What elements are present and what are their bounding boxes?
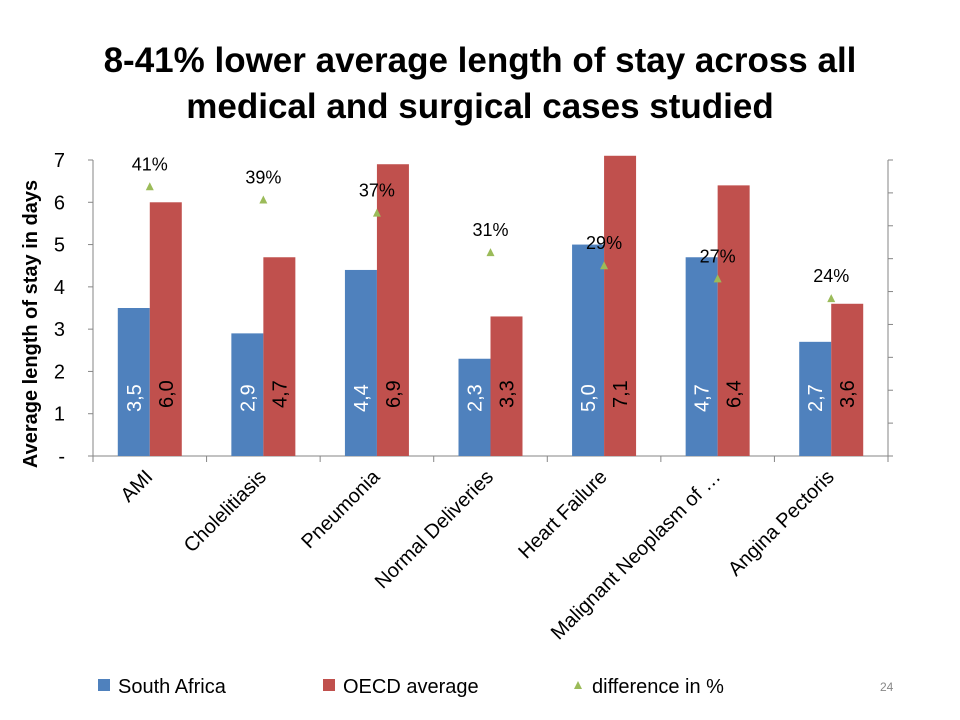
- difference-label: 24%: [813, 266, 849, 286]
- bar-value-label: 6,9: [383, 380, 405, 408]
- x-tick-label: Angina Pectoris: [724, 466, 839, 581]
- bar-oecd-average: [717, 185, 750, 456]
- bar-south-africa: [799, 341, 832, 456]
- bar-south-africa: [572, 244, 605, 456]
- difference-label: 29%: [586, 233, 622, 253]
- bar-value-label: 3,5: [124, 384, 146, 412]
- bar-value-label: 3,3: [497, 380, 519, 408]
- slide-title-line-1: 8-41% lower average length of stay acros…: [103, 41, 857, 80]
- x-tick-label: Heart Failure: [514, 466, 611, 563]
- bar-value-label: 2,3: [465, 384, 487, 412]
- difference-label: 37%: [359, 181, 395, 201]
- difference-label: 39%: [245, 167, 281, 187]
- legend-oecd-average-swatch: [323, 679, 335, 691]
- difference-label: 27%: [700, 246, 736, 266]
- x-tick-label: Pneumonia: [297, 465, 385, 553]
- y-tick-label: -: [58, 446, 65, 468]
- bar-oecd-average: [263, 257, 296, 456]
- bar-value-label: 3,6: [837, 380, 859, 408]
- legend-south-africa-swatch: [98, 679, 110, 691]
- y-tick-label: 5: [54, 235, 65, 257]
- bar-value-label: 5,0: [578, 384, 600, 412]
- y-tick-label: 7: [54, 150, 65, 172]
- bar-oecd-average: [604, 155, 637, 456]
- y-tick-label: 6: [54, 192, 65, 214]
- y-tick-label: 1: [54, 404, 65, 426]
- page-number: 24: [880, 680, 894, 694]
- slide-title-line-2: medical and surgical cases studied: [186, 87, 774, 126]
- y-tick-label: 4: [54, 277, 65, 299]
- difference-label: 41%: [132, 154, 168, 174]
- legend-difference-swatch: [574, 681, 582, 689]
- y-tick-label: 3: [54, 319, 65, 341]
- bar-value-label: 4,7: [269, 380, 291, 408]
- bar-south-africa: [117, 308, 150, 456]
- x-tick-label: Cholelitiasis: [180, 466, 271, 557]
- bar-south-africa: [685, 257, 718, 456]
- bar-oecd-average: [490, 316, 523, 456]
- x-tick-label: Normal Deliveries: [371, 466, 498, 593]
- bar-value-label: 4,4: [351, 384, 373, 412]
- difference-marker: [713, 274, 722, 283]
- bar-oecd-average: [149, 202, 182, 456]
- bar-value-label: 2,9: [237, 384, 259, 412]
- bar-oecd-average: [831, 303, 864, 456]
- bar-value-label: 4,7: [692, 384, 714, 412]
- bar-value-label: 2,7: [805, 384, 827, 412]
- slide-title: 8-41% lower average length of stay acros…: [0, 38, 960, 130]
- difference-marker: [600, 261, 609, 270]
- difference-marker: [486, 248, 495, 257]
- y-axis-title: Average length of stay in days: [20, 180, 42, 468]
- bar-south-africa: [458, 358, 491, 456]
- difference-marker: [259, 195, 268, 204]
- legend-oecd-average-label: OECD average: [343, 676, 479, 698]
- bar-value-label: 7,1: [610, 380, 632, 408]
- difference-label: 31%: [472, 220, 508, 240]
- difference-marker: [827, 294, 836, 303]
- legend-south-africa-label: South Africa: [118, 676, 227, 698]
- bar-value-label: 6,0: [156, 380, 178, 408]
- bar-oecd-average: [376, 164, 409, 456]
- legend-difference-label: difference in %: [592, 676, 724, 698]
- difference-marker: [372, 208, 381, 217]
- bar-south-africa: [231, 333, 264, 456]
- y-tick-label: 2: [54, 361, 65, 383]
- bar-value-label: 6,4: [724, 380, 746, 408]
- x-tick-label: AMI: [117, 466, 158, 507]
- bar-south-africa: [344, 269, 377, 456]
- difference-marker: [145, 182, 154, 191]
